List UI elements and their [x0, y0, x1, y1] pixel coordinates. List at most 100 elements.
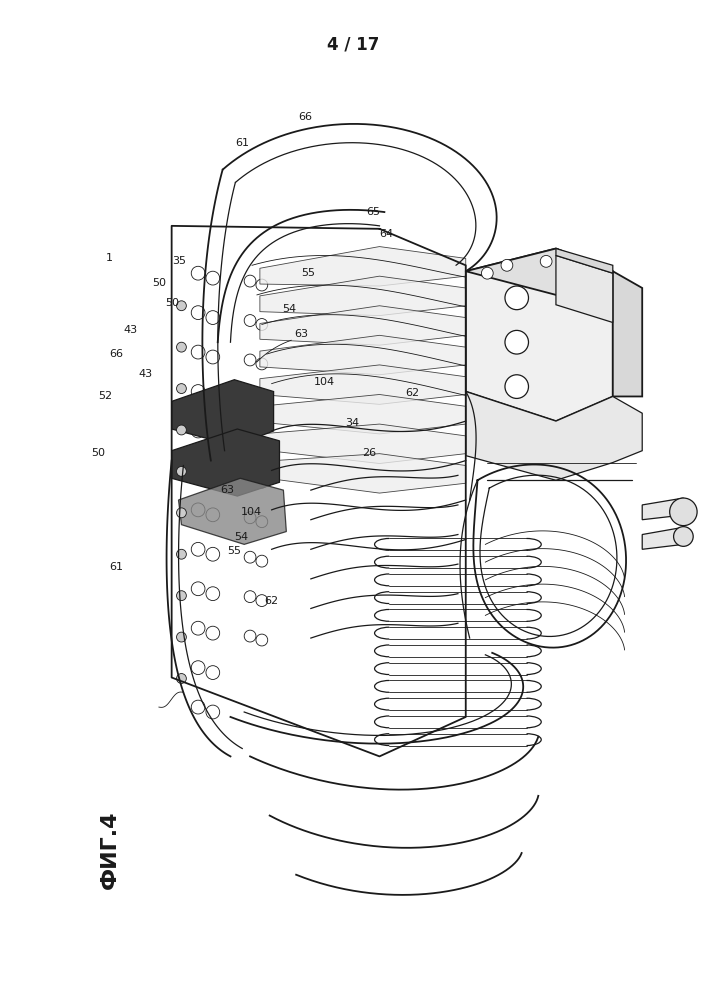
Circle shape — [256, 358, 268, 370]
Circle shape — [206, 271, 220, 285]
Circle shape — [244, 394, 256, 405]
Circle shape — [177, 549, 187, 559]
Circle shape — [206, 311, 220, 324]
Polygon shape — [466, 392, 642, 480]
Text: 63: 63 — [295, 329, 308, 339]
Circle shape — [192, 700, 205, 714]
Circle shape — [481, 267, 493, 279]
Polygon shape — [172, 380, 274, 446]
Circle shape — [256, 516, 268, 528]
Polygon shape — [260, 424, 466, 464]
Circle shape — [206, 508, 220, 522]
Circle shape — [256, 279, 268, 291]
Text: 4 / 17: 4 / 17 — [327, 35, 379, 53]
Circle shape — [256, 437, 268, 449]
Text: 62: 62 — [405, 388, 419, 398]
Circle shape — [206, 705, 220, 719]
Circle shape — [177, 674, 187, 683]
Circle shape — [177, 591, 187, 601]
Circle shape — [192, 345, 205, 359]
Circle shape — [177, 466, 187, 476]
Circle shape — [177, 301, 187, 311]
Circle shape — [244, 275, 256, 287]
Polygon shape — [613, 271, 642, 396]
Text: 50: 50 — [153, 278, 166, 288]
Circle shape — [505, 330, 529, 354]
Circle shape — [177, 632, 187, 642]
Text: 1: 1 — [106, 253, 113, 263]
Circle shape — [177, 508, 187, 518]
Text: 66: 66 — [110, 349, 124, 359]
Circle shape — [206, 468, 220, 482]
Polygon shape — [556, 255, 613, 322]
Circle shape — [501, 259, 513, 271]
Circle shape — [256, 595, 268, 606]
Circle shape — [244, 551, 256, 563]
Circle shape — [206, 350, 220, 364]
Text: 43: 43 — [139, 369, 153, 379]
Polygon shape — [260, 306, 466, 345]
Circle shape — [192, 306, 205, 320]
Text: ФИГ.4: ФИГ.4 — [100, 811, 120, 889]
Circle shape — [244, 472, 256, 484]
Polygon shape — [260, 394, 466, 434]
Circle shape — [192, 621, 205, 635]
Circle shape — [177, 342, 187, 352]
Polygon shape — [642, 498, 685, 520]
Circle shape — [505, 375, 529, 398]
Circle shape — [206, 429, 220, 443]
Polygon shape — [260, 276, 466, 316]
Circle shape — [192, 542, 205, 556]
Text: 61: 61 — [110, 562, 124, 572]
Circle shape — [256, 634, 268, 646]
Polygon shape — [466, 249, 613, 421]
Circle shape — [256, 555, 268, 567]
Polygon shape — [260, 365, 466, 404]
Circle shape — [192, 266, 205, 280]
Circle shape — [256, 476, 268, 488]
Circle shape — [192, 385, 205, 398]
Circle shape — [256, 319, 268, 330]
Circle shape — [206, 390, 220, 403]
Circle shape — [177, 425, 187, 435]
Circle shape — [206, 626, 220, 640]
Text: 54: 54 — [283, 304, 297, 314]
Polygon shape — [260, 454, 466, 493]
Circle shape — [244, 354, 256, 366]
Circle shape — [244, 315, 256, 326]
Text: 61: 61 — [235, 138, 250, 148]
Circle shape — [244, 433, 256, 445]
Text: 104: 104 — [314, 377, 335, 387]
Text: 54: 54 — [234, 532, 248, 542]
Text: 26: 26 — [362, 448, 376, 458]
Polygon shape — [466, 249, 613, 295]
Circle shape — [192, 582, 205, 596]
Circle shape — [244, 512, 256, 524]
Circle shape — [674, 527, 693, 546]
Text: 104: 104 — [240, 507, 262, 517]
Circle shape — [256, 397, 268, 409]
Circle shape — [206, 587, 220, 601]
Circle shape — [505, 286, 529, 310]
Text: 34: 34 — [345, 418, 359, 428]
Text: 63: 63 — [221, 485, 234, 495]
Circle shape — [206, 666, 220, 679]
Text: 43: 43 — [123, 325, 137, 335]
Text: 55: 55 — [301, 268, 315, 278]
Circle shape — [670, 498, 697, 526]
Polygon shape — [642, 528, 684, 549]
Circle shape — [244, 591, 256, 603]
Circle shape — [192, 464, 205, 477]
Polygon shape — [178, 478, 286, 544]
Circle shape — [540, 255, 552, 267]
Circle shape — [177, 384, 187, 393]
Text: 35: 35 — [172, 256, 186, 266]
Circle shape — [244, 630, 256, 642]
Polygon shape — [172, 429, 279, 496]
Circle shape — [206, 547, 220, 561]
Polygon shape — [556, 249, 613, 273]
Text: 64: 64 — [380, 229, 394, 239]
Circle shape — [192, 503, 205, 517]
Circle shape — [192, 661, 205, 675]
Text: 50: 50 — [91, 448, 105, 458]
